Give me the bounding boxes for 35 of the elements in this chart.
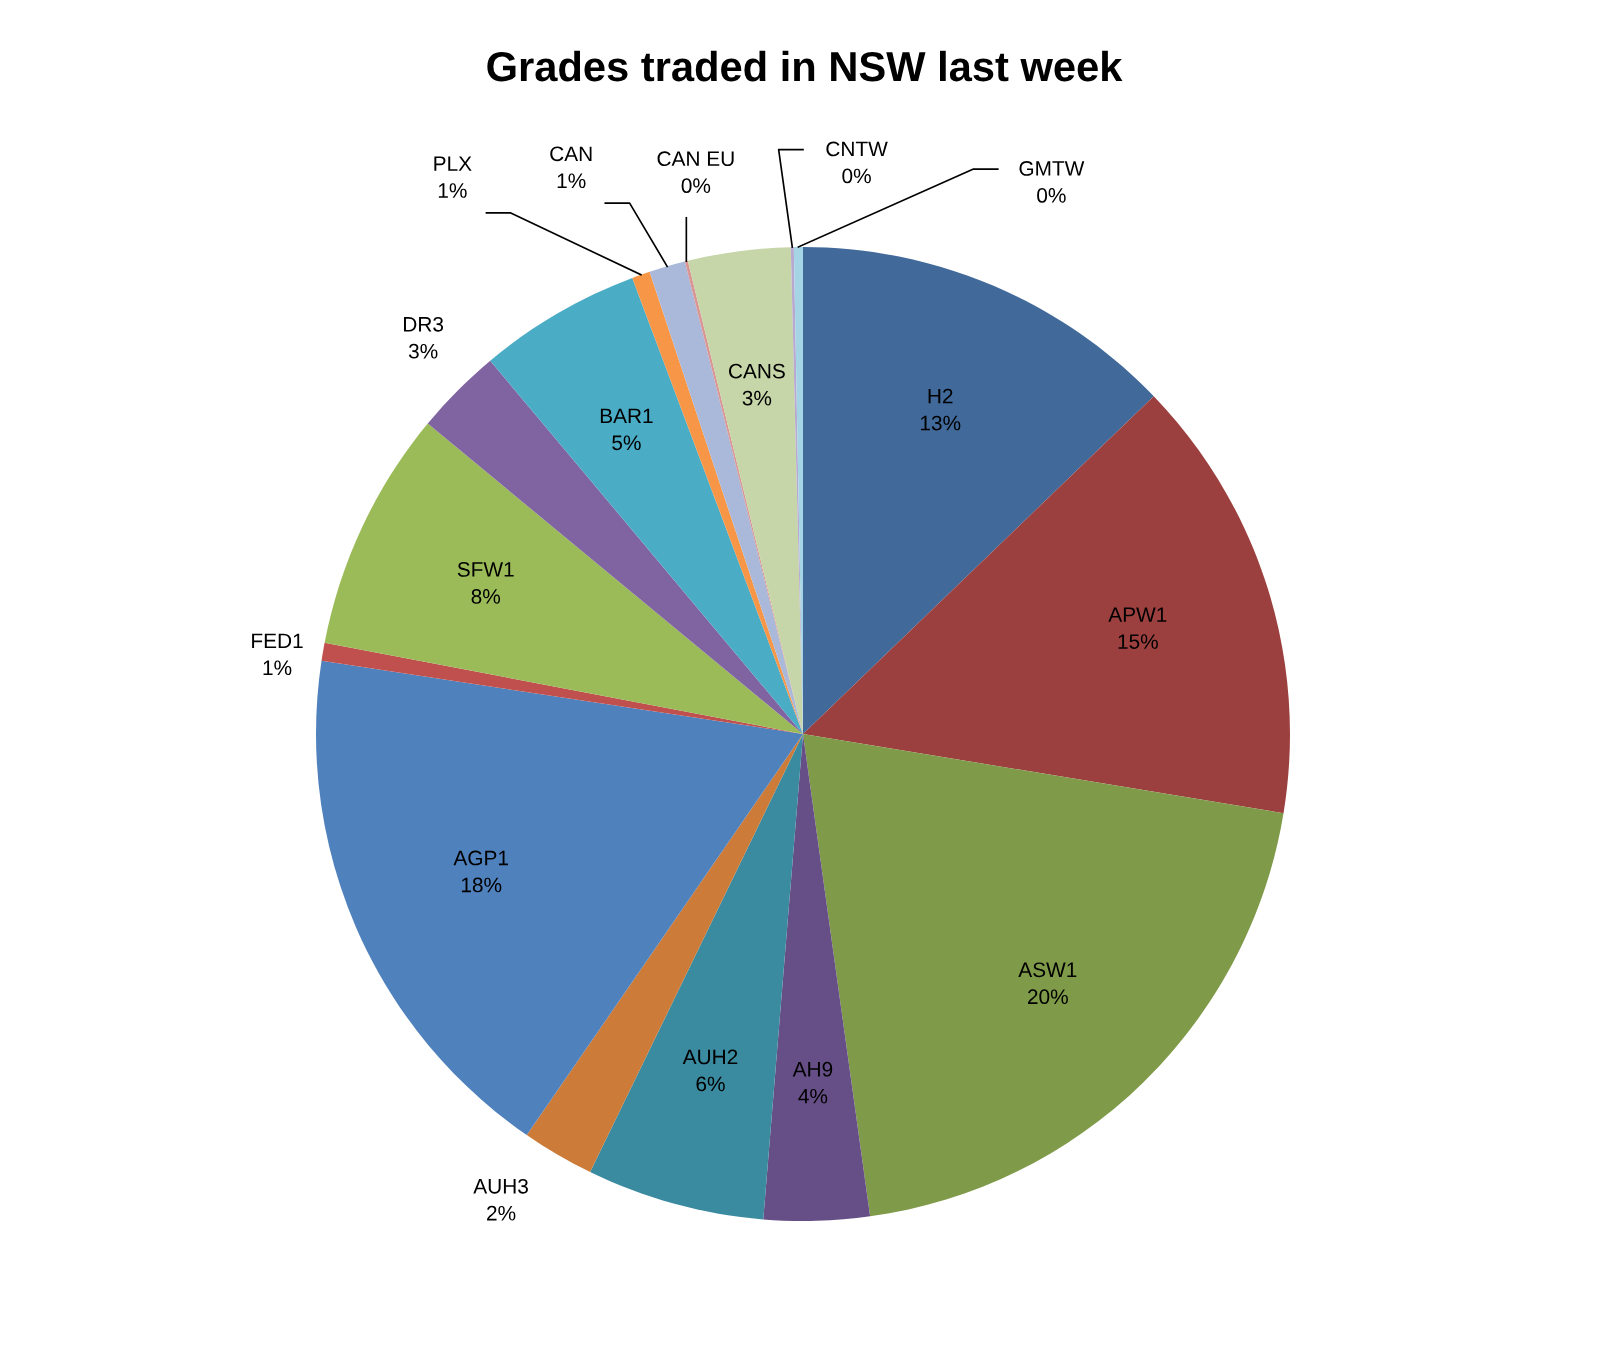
data-label: 15% bbox=[1118, 634, 1158, 649]
slice-label: CAN EU bbox=[657, 151, 734, 167]
slice-label: FED1 bbox=[252, 633, 303, 648]
slice-label: AH9 bbox=[792, 1061, 833, 1077]
slice-label: CNTW bbox=[826, 141, 888, 157]
data-label: 0% bbox=[1037, 188, 1066, 203]
slice-label: ASW1 bbox=[1018, 962, 1077, 978]
data-label: 4% bbox=[798, 1088, 828, 1104]
slice-label: APW1 bbox=[1108, 607, 1167, 622]
slice-label: AUH2 bbox=[682, 1049, 738, 1065]
data-label: 0% bbox=[681, 178, 711, 194]
data-label: 18% bbox=[461, 877, 502, 893]
slice-label: DR3 bbox=[404, 316, 444, 332]
slice-label: CAN bbox=[550, 146, 592, 162]
data-label: 2% bbox=[487, 1205, 516, 1221]
data-label: 5% bbox=[612, 435, 641, 451]
data-label: 13% bbox=[920, 415, 961, 431]
slice-label: AGP1 bbox=[453, 850, 508, 866]
data-label: 1% bbox=[438, 183, 467, 198]
slice-label: H2 bbox=[928, 388, 953, 404]
data-label: 1% bbox=[263, 660, 292, 676]
data-label: 6% bbox=[696, 1076, 725, 1092]
data-label: 3% bbox=[408, 343, 438, 359]
data-label: 1% bbox=[557, 173, 586, 189]
data-label: 3% bbox=[742, 390, 772, 406]
data-label: 0% bbox=[842, 168, 871, 184]
data-label: 20% bbox=[1028, 989, 1068, 1005]
slice-label: CANS bbox=[728, 363, 785, 379]
slice-label: GMTW bbox=[1019, 161, 1085, 176]
slice-label: PLX bbox=[434, 156, 472, 171]
slice-label: SFW1 bbox=[457, 562, 514, 577]
chart-title: Grades traded in NSW last week bbox=[487, 50, 1123, 82]
slice-label: AUH3 bbox=[473, 1178, 528, 1194]
data-label: 8% bbox=[471, 589, 501, 604]
slice-label: BAR1 bbox=[600, 408, 653, 423]
